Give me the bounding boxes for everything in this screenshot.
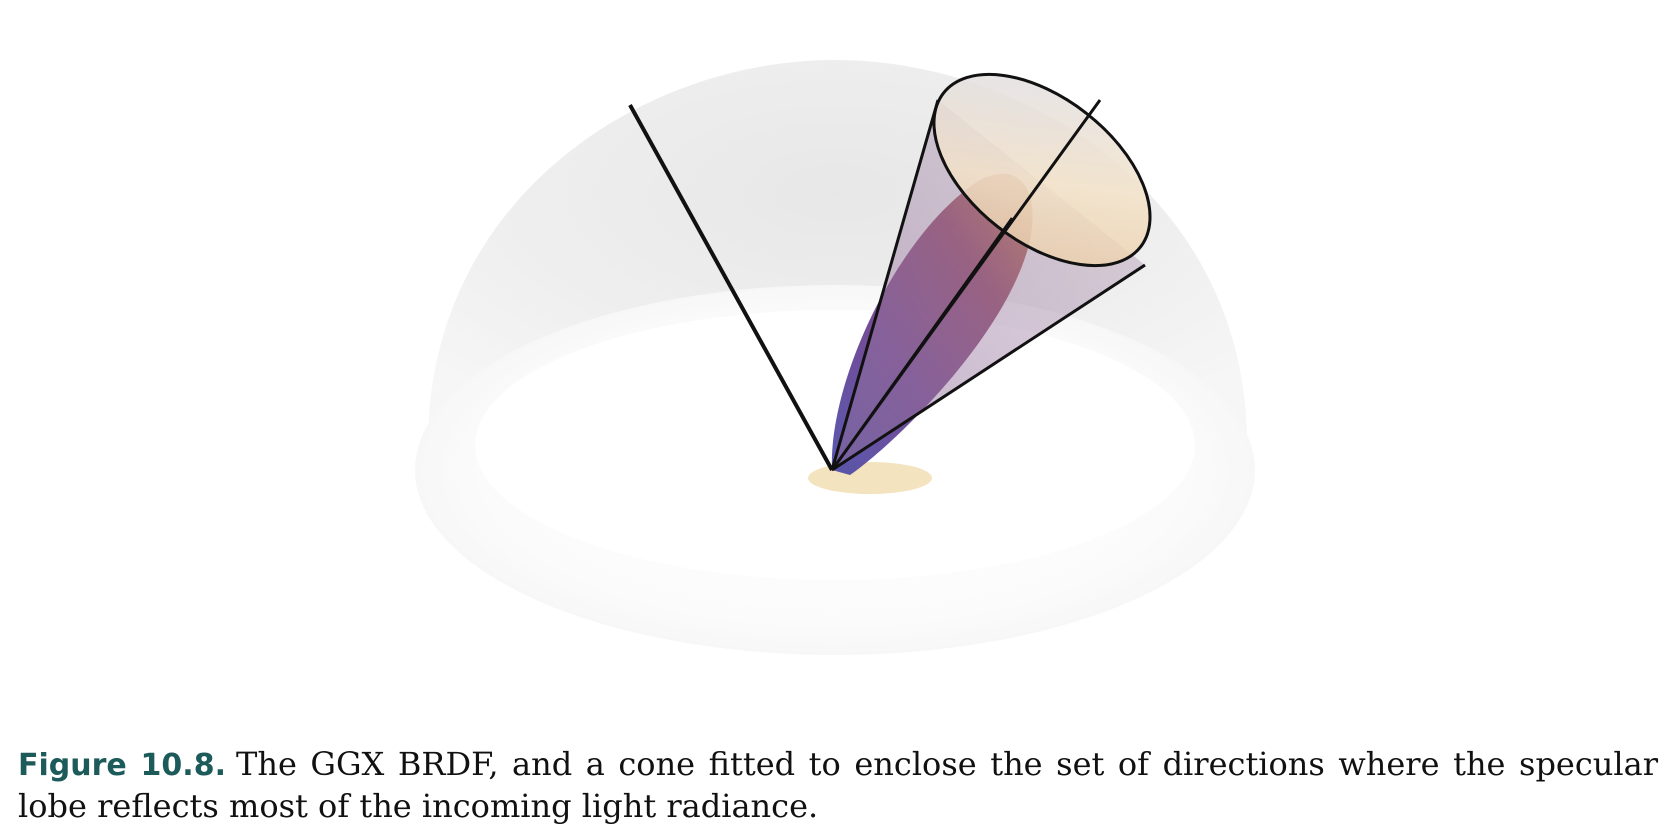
cone-body: [832, 100, 1145, 470]
caption-text: The GGX BRDF, and a cone fitted to enclo…: [18, 745, 1659, 825]
lobe-base-highlight: [808, 462, 932, 494]
cone-edge-right: [831, 263, 1146, 472]
cone-cap: [932, 72, 1152, 268]
figure-caption: Figure 10.8. The GGX BRDF, and a cone fit…: [18, 744, 1658, 827]
cone-edge-left: [830, 99, 940, 471]
cone-axis-line: [830, 99, 1102, 471]
figure-label: Figure 10.8.: [18, 748, 226, 783]
brdf-cone-figure: [415, 60, 1255, 655]
incident-light-line: [628, 104, 834, 471]
